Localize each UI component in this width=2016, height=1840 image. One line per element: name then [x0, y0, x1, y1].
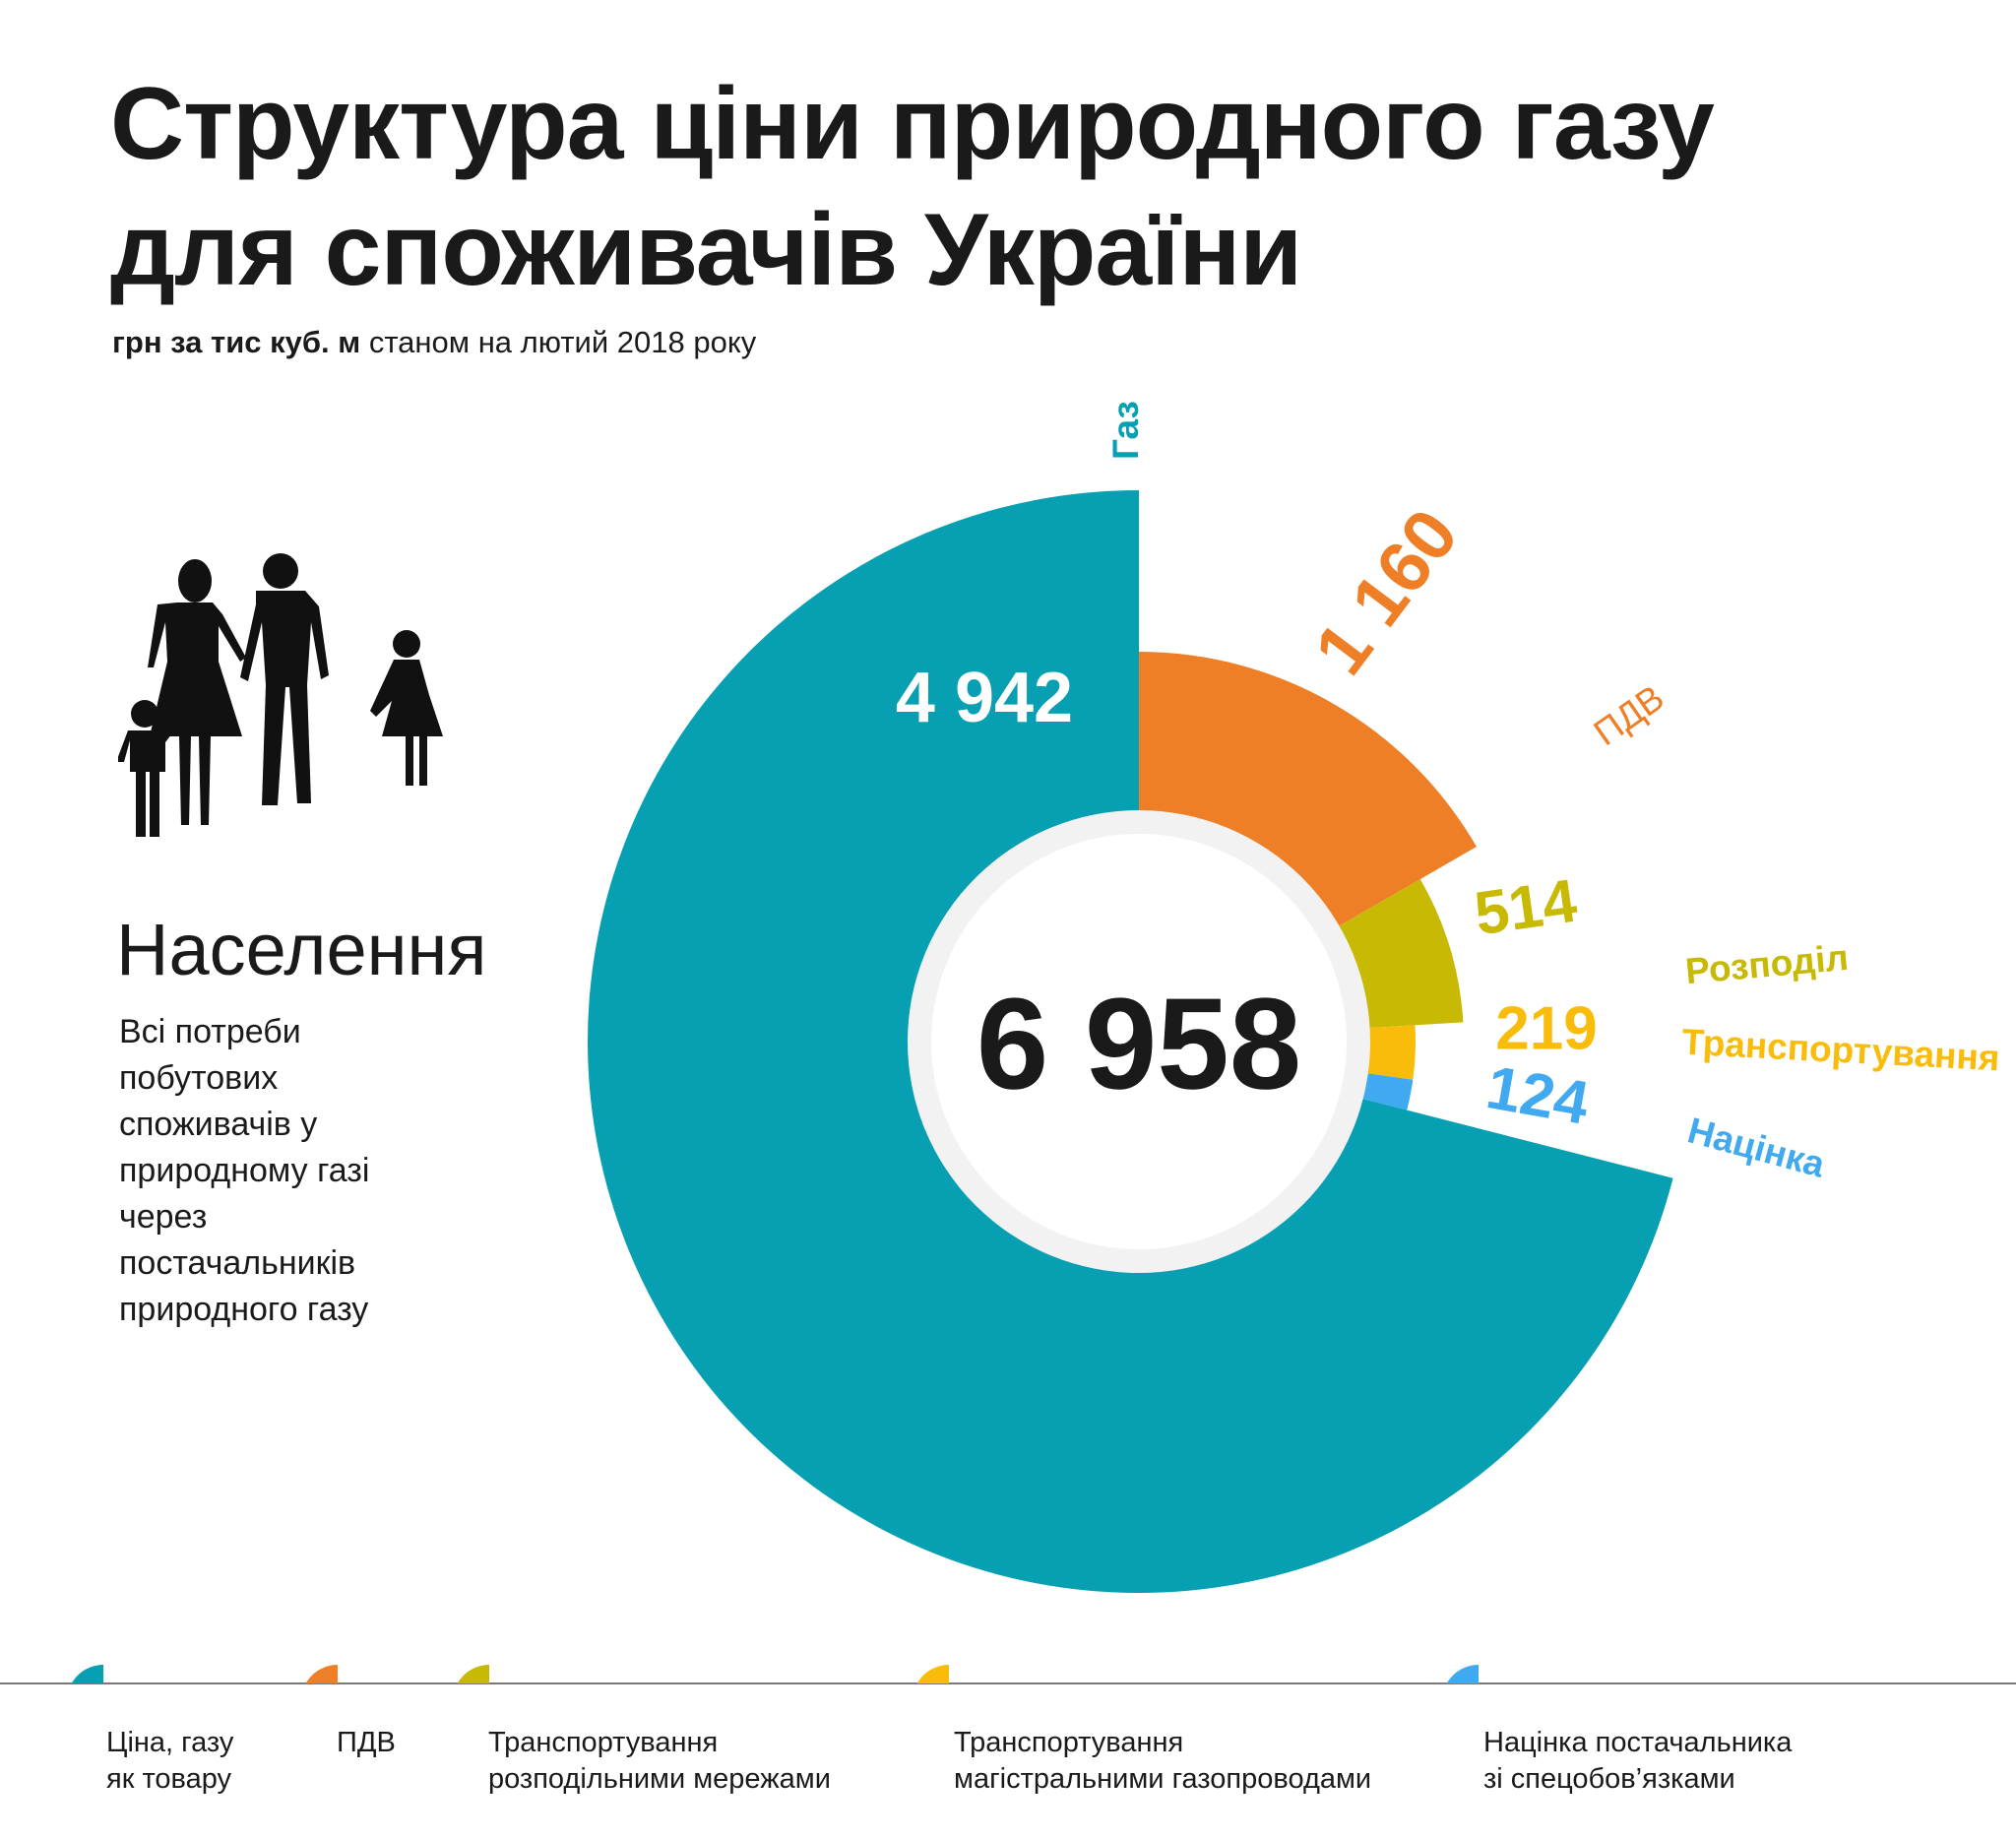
legend-text-distribution: Транспортування розподільними мережами: [488, 1727, 831, 1795]
title-line-1: Структура ціни природного газу: [110, 67, 1715, 181]
legend-text-vat: ПДВ: [337, 1727, 396, 1758]
legend-text-gas: Ціна, газу як товару: [106, 1727, 234, 1795]
legend-text-markup: Націнка постачальника зі спецобов’язками: [1483, 1727, 1793, 1795]
legend-marker-distribution: [453, 1665, 489, 1683]
subtitle-units: грн за тис куб. м: [112, 325, 361, 359]
legend-text-transport: Транспортування магістральними газопрово…: [954, 1727, 1372, 1795]
gas-name-label: Газ: [1105, 401, 1146, 460]
subtitle: грн за тис куб. м станом на лютий 2018 р…: [112, 325, 756, 360]
total-value-label: 6 958: [976, 971, 1302, 1116]
segment-description: Всі потреби побутових споживачів у приро…: [119, 1013, 370, 1328]
distribution-value-label: 514: [1470, 866, 1582, 949]
legend-marker-transport: [913, 1665, 949, 1683]
legend-marker-vat: [301, 1665, 338, 1683]
subtitle-date: станом на лютий 2018 року: [360, 325, 757, 359]
family-silhouette-icon: [118, 553, 443, 837]
legend-marker-markup: [1442, 1665, 1479, 1683]
segment-title: Населення: [116, 909, 487, 990]
title-line-2: для споживачів України: [110, 193, 1302, 307]
gas-value-label: 4 942: [895, 659, 1074, 737]
center-disc: [931, 834, 1347, 1249]
transport-value-label: 219: [1495, 994, 1598, 1063]
page-title: Структура ціни природного газу для спожи…: [110, 61, 1715, 313]
legend-marker-gas: [67, 1665, 103, 1683]
legend-divider: [0, 1682, 2016, 1684]
